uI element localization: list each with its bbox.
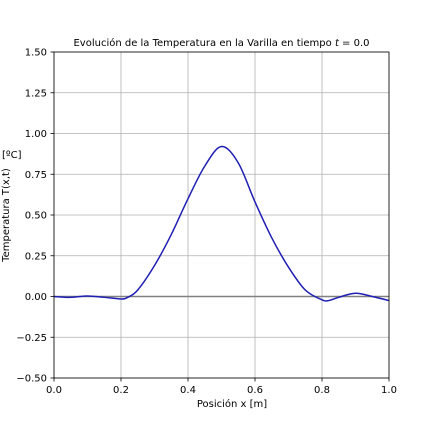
x-tick-label: 1.0 bbox=[381, 385, 397, 396]
y-tick-label: 0.50 bbox=[25, 211, 47, 222]
x-tick-label: 0.6 bbox=[247, 385, 263, 396]
chart-title-variable: t bbox=[335, 38, 340, 49]
y-axis-ticks: −0.50 −0.25 0.00 0.25 0.50 0.75 1.00 1.25 1.50 bbox=[16, 48, 54, 385]
y-axis-unit: [ºC] bbox=[2, 150, 22, 161]
temperature-series-line bbox=[53, 145, 390, 302]
y-axis-label: Temperatura T(x,t) bbox=[1, 168, 12, 263]
chart-title-text: Evolución de la Temperatura en la Varill… bbox=[73, 37, 334, 49]
y-tick-label: 0.75 bbox=[25, 170, 47, 181]
y-tick-label: −0.50 bbox=[16, 374, 47, 385]
y-tick-label: 1.00 bbox=[25, 129, 47, 140]
x-tick-label: 0.8 bbox=[314, 385, 330, 396]
x-tick-label: 0.2 bbox=[113, 385, 129, 396]
y-tick-label: 0.25 bbox=[25, 251, 47, 262]
chart-title: Evolución de la Temperatura en la Varill… bbox=[73, 37, 369, 49]
x-tick-label: 0.0 bbox=[46, 385, 62, 396]
y-tick-label: 1.50 bbox=[25, 48, 47, 59]
chart-title-value: = 0.0 bbox=[339, 38, 370, 49]
x-axis-ticks: 0.0 0.2 0.4 0.6 0.8 1.0 bbox=[46, 378, 397, 396]
y-tick-label: 0.00 bbox=[25, 292, 47, 303]
x-tick-label: 0.4 bbox=[180, 385, 196, 396]
y-tick-label: −0.25 bbox=[16, 333, 47, 344]
y-tick-label: 1.25 bbox=[25, 88, 47, 99]
x-axis-label: Posición x [m] bbox=[197, 398, 267, 410]
series-layer bbox=[53, 145, 390, 302]
